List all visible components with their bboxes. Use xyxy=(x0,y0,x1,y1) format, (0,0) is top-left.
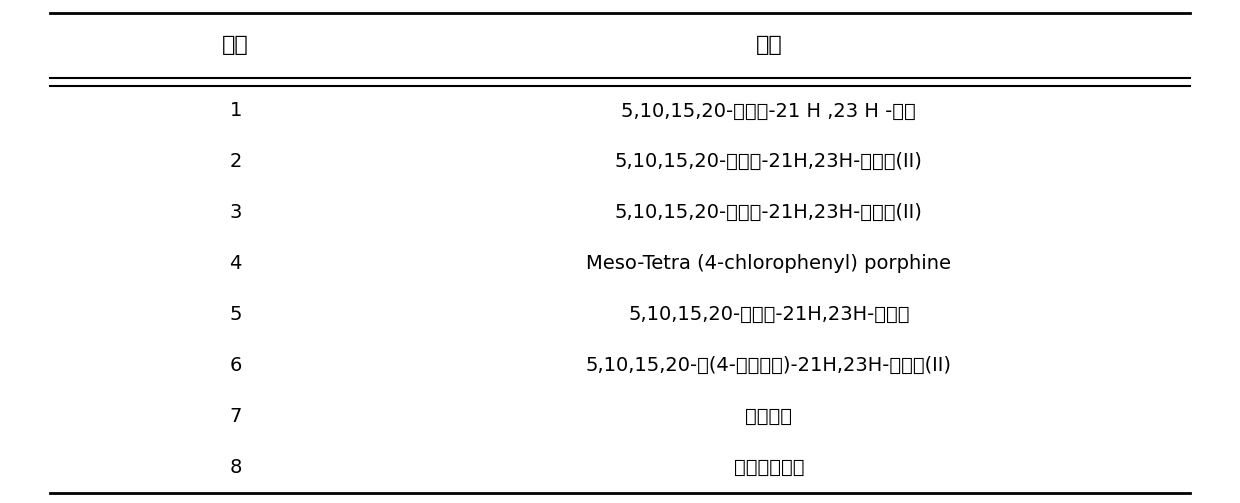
Text: 1: 1 xyxy=(229,102,242,121)
Text: 5,10,15,20-四苯基-21 H ,23 H -卧吟: 5,10,15,20-四苯基-21 H ,23 H -卧吟 xyxy=(621,102,916,121)
Text: 渴百里香酚蓝: 渴百里香酚蓝 xyxy=(734,458,804,477)
Text: 5,10,15,20-四苯基-21H,23H-卧吟銅(II): 5,10,15,20-四苯基-21H,23H-卧吟銅(II) xyxy=(615,152,923,172)
Text: 8: 8 xyxy=(229,458,242,477)
Text: 6: 6 xyxy=(229,356,242,375)
Text: 5: 5 xyxy=(229,305,242,324)
Text: 5,10,15,20-四(4-甲氧苯基)-21H,23H-卧吟鈢(II): 5,10,15,20-四(4-甲氧苯基)-21H,23H-卧吟鈢(II) xyxy=(585,356,952,375)
Text: 5,10,15,20-四苯基-21H,23H-卧吟锌: 5,10,15,20-四苯基-21H,23H-卧吟锌 xyxy=(627,305,910,324)
Text: 5,10,15,20-四苯基-21H,23H-卧吟镍(II): 5,10,15,20-四苯基-21H,23H-卧吟镍(II) xyxy=(615,203,923,222)
Text: 序号: 序号 xyxy=(222,35,249,55)
Text: 渴甲酚紫: 渴甲酚紫 xyxy=(745,407,792,426)
Text: 7: 7 xyxy=(229,407,242,426)
Text: 2: 2 xyxy=(229,152,242,172)
Text: 名称: 名称 xyxy=(755,35,782,55)
Text: 3: 3 xyxy=(229,203,242,222)
Text: Meso-Tetra (4-chlorophenyl) porphine: Meso-Tetra (4-chlorophenyl) porphine xyxy=(587,254,951,273)
Text: 4: 4 xyxy=(229,254,242,273)
